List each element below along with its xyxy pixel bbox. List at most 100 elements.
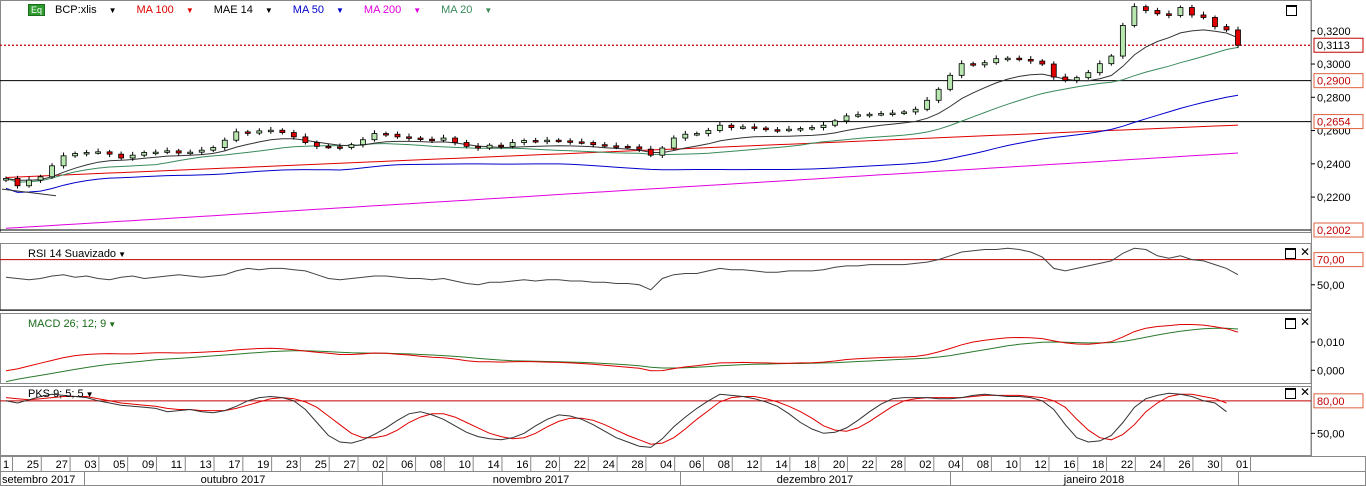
close-pks-pane-icon[interactable]: ✕ <box>1300 385 1311 399</box>
candle-body-down <box>244 131 251 134</box>
x-axis-day-label: 1 <box>3 459 9 471</box>
candle <box>659 146 666 158</box>
indicator-ma20[interactable]: MA 20 ▼ <box>441 4 502 16</box>
x-axis-day-label: 08 <box>430 459 442 471</box>
price-pane[interactable]: 0,32000,30000,28000,26000,24000,22000,31… <box>0 3 1364 238</box>
candle-body-up <box>486 144 493 149</box>
indicator-ma100[interactable]: MA 100 ▼ <box>137 4 204 16</box>
candle <box>1108 54 1115 66</box>
candle-body-down <box>394 133 401 138</box>
candle-body-up <box>164 150 171 153</box>
symbol-selector[interactable]: BCP:xlis ▼ <box>55 4 126 16</box>
chevron-down-icon: ▼ <box>85 390 94 399</box>
candle <box>590 140 597 148</box>
x-axis-day-label: 25 <box>315 459 327 471</box>
candle-body-up <box>797 128 804 131</box>
candle-body-down <box>1200 14 1207 18</box>
maximize-pks-pane-icon[interactable] <box>1285 388 1296 399</box>
indicator-ma50[interactable]: MA 50 ▼ <box>293 4 354 16</box>
candle-body-down <box>728 124 735 128</box>
candle <box>49 163 55 179</box>
candle <box>624 144 631 149</box>
pks-pane[interactable]: 80,00 50,00 <box>0 392 1364 448</box>
candle-body-up <box>1085 72 1092 79</box>
candle-body-up <box>509 142 516 147</box>
indicator-ma200[interactable]: MA 200 ▼ <box>364 4 431 16</box>
chevron-down-icon: ▼ <box>118 250 126 259</box>
indicator-mae14[interactable]: MAE 14 ▼ <box>214 4 283 16</box>
candle-body-up <box>3 178 9 181</box>
candle-body-down <box>532 140 539 143</box>
candle-body-up <box>544 139 551 143</box>
candle <box>924 96 931 112</box>
x-axis-day-label: 20 <box>545 459 557 471</box>
candle <box>1200 11 1207 20</box>
candle-body-down <box>1212 17 1218 28</box>
maximize-macd-pane-icon[interactable] <box>1285 318 1296 329</box>
candle <box>1085 70 1092 80</box>
x-axis-day-label: 11 <box>171 459 182 471</box>
candle-body-down <box>463 142 470 147</box>
candle-body-down <box>636 146 643 150</box>
candle <box>360 137 366 148</box>
candle <box>636 144 643 153</box>
price-axis-tick-label: 0,3000 <box>1317 59 1351 71</box>
candle-body-up <box>786 128 792 132</box>
chart-background <box>0 0 1312 456</box>
indicator-label: MA 50 <box>292 4 324 16</box>
x-axis-day-label: 28 <box>631 459 643 471</box>
candle <box>682 130 689 141</box>
chevron-down-icon: ▼ <box>108 6 117 15</box>
candle-body-up <box>83 152 90 155</box>
maximize-rsi-pane-icon[interactable] <box>1285 248 1296 259</box>
candle-body-down <box>1039 60 1046 65</box>
rsi-pane-header[interactable]: RSI 14 Suavizado ▼ <box>28 248 126 260</box>
candle <box>555 138 562 143</box>
candle <box>26 176 32 188</box>
indicator-label: MAE 14 <box>213 4 253 16</box>
x-axis-month-label: janeiro 2018 <box>1063 474 1125 486</box>
x-axis-day-label: 03 <box>84 459 96 471</box>
candle-body-down <box>578 141 585 144</box>
ma200-line <box>5 152 1239 229</box>
candle <box>83 149 90 157</box>
candle <box>72 151 78 158</box>
candle-body-up <box>49 165 55 178</box>
candle <box>855 111 861 118</box>
pks-slow-line <box>5 393 1227 445</box>
candle-body-up <box>693 133 700 136</box>
pane-frame <box>0 386 1312 456</box>
close-macd-pane-icon[interactable]: ✕ <box>1300 315 1311 329</box>
candle <box>486 143 493 151</box>
rsi-pane[interactable]: 70,00 50,00 <box>0 247 1364 311</box>
current-price-tag <box>1313 37 1364 53</box>
candle-body-down <box>647 148 654 156</box>
pks-fast-line <box>5 392 1227 448</box>
x-axis-day-label: 27 <box>56 459 68 471</box>
candle <box>786 125 792 133</box>
candle-body-up <box>1073 77 1080 81</box>
candle-body-up <box>187 151 194 155</box>
x-axis-day-label: 20 <box>833 459 845 471</box>
x-axis: 1 25 27 03 05 09 11 13 17 19 23 25 27 02 06 08 10 14 16 20 2… <box>0 456 1366 486</box>
candle <box>947 72 954 92</box>
macd-pane[interactable]: 0,010 0,000 <box>5 324 1345 383</box>
close-rsi-pane-icon[interactable]: ✕ <box>1300 245 1311 259</box>
maximize-price-pane-icon[interactable] <box>1286 5 1297 16</box>
x-axis-day-label: 04 <box>948 459 960 471</box>
pks-pane-header[interactable]: PKS 9; 5; 5 ▼ <box>28 388 94 400</box>
candle-body-up <box>26 179 32 187</box>
candle <box>647 145 654 158</box>
candle-body-up <box>947 74 954 90</box>
candle-body-up <box>256 130 263 134</box>
candle-body-up <box>981 62 988 66</box>
chevron-down-icon: ▼ <box>413 6 422 15</box>
candle <box>901 109 907 116</box>
candle <box>912 106 919 115</box>
x-axis-day-label: 16 <box>1063 459 1075 471</box>
x-axis-day-label: 09 <box>142 459 154 471</box>
candle-body-down <box>175 150 182 154</box>
candle-body-up <box>924 99 931 110</box>
chevron-down-icon: ▼ <box>185 6 194 15</box>
macd-pane-header[interactable]: MACD 26; 12; 9 ▼ <box>28 318 116 330</box>
